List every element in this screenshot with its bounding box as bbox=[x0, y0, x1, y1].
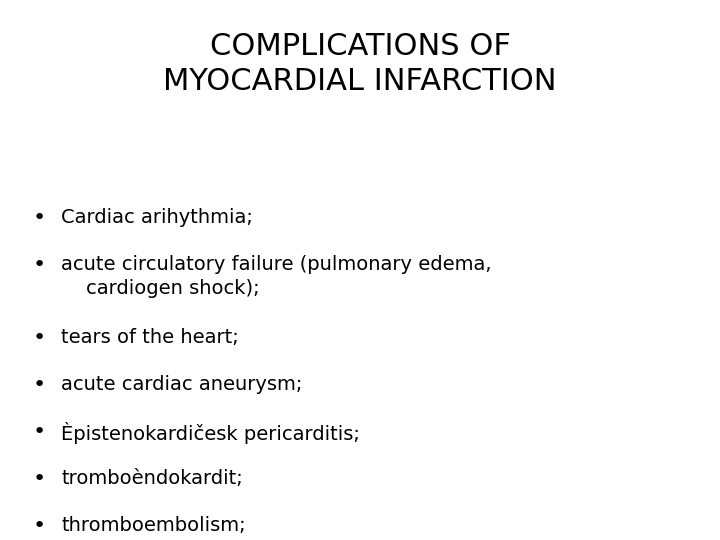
Text: thromboembolism;: thromboembolism; bbox=[61, 516, 246, 535]
Text: tears of the heart;: tears of the heart; bbox=[61, 328, 239, 347]
Text: COMPLICATIONS OF
MYOCARDIAL INFARCTION: COMPLICATIONS OF MYOCARDIAL INFARCTION bbox=[163, 32, 557, 96]
Text: •: • bbox=[33, 255, 46, 275]
Text: acute cardiac aneurysm;: acute cardiac aneurysm; bbox=[61, 375, 302, 394]
Text: •: • bbox=[33, 422, 46, 442]
Text: •: • bbox=[33, 516, 46, 536]
Text: acute circulatory failure (pulmonary edema,: acute circulatory failure (pulmonary ede… bbox=[61, 255, 492, 274]
Text: cardiogen shock);: cardiogen shock); bbox=[61, 279, 260, 298]
Text: Èpistenokardičesk pericarditis;: Èpistenokardičesk pericarditis; bbox=[61, 422, 360, 444]
Text: tromboèndokardit;: tromboèndokardit; bbox=[61, 469, 243, 488]
Text: •: • bbox=[33, 375, 46, 395]
Text: •: • bbox=[33, 208, 46, 228]
Text: Cardiac arihythmia;: Cardiac arihythmia; bbox=[61, 208, 253, 227]
Text: •: • bbox=[33, 328, 46, 348]
Text: •: • bbox=[33, 469, 46, 489]
